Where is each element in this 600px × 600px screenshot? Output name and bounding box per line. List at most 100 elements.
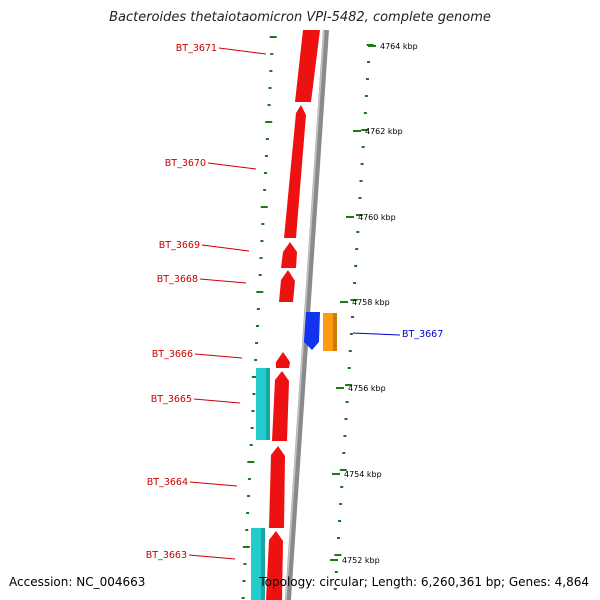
left-tick-track — [241, 36, 277, 599]
gene-label[interactable]: BT_3669 — [159, 240, 200, 251]
gene-leader-line — [189, 481, 238, 487]
tick-dot — [339, 469, 347, 471]
tick-dot — [269, 70, 273, 72]
gene-bt3668-arrow[interactable] — [279, 270, 295, 302]
scale-ticks: 4764 kbp 4762 kbp 4760 kbp 4758 kbp 4756 kbp… — [330, 42, 418, 565]
scale-tick-mark — [340, 301, 348, 303]
scale-tick-mark — [336, 387, 344, 389]
right-tick-track — [333, 44, 374, 590]
tick-dot — [334, 554, 342, 556]
tick-dot — [360, 163, 364, 165]
tick-dot — [247, 495, 251, 497]
tick-dot — [338, 520, 342, 522]
tick-dot — [265, 138, 269, 140]
tick-dot — [355, 214, 363, 216]
scale-tick-label: 4762 kbp — [365, 127, 403, 136]
gene-leader-line — [218, 47, 267, 55]
gene-leader-line — [199, 278, 247, 284]
tick-dot — [249, 444, 253, 446]
gene-bt3671-arrow[interactable] — [295, 30, 320, 102]
gene-label[interactable]: BT_3663 — [146, 550, 187, 561]
tick-dot — [254, 359, 258, 361]
tick-dot — [354, 265, 358, 267]
gene-bt3665-arrow[interactable] — [272, 371, 289, 441]
tick-dot — [334, 571, 338, 573]
tick-dot — [348, 350, 352, 352]
scale-tick-label: 4754 kbp — [344, 470, 382, 479]
scale-tick-label: 4758 kbp — [352, 298, 390, 307]
tick-dot — [361, 129, 369, 131]
tick-dot — [268, 87, 272, 89]
tick-dot — [259, 257, 263, 259]
tick-dot — [347, 367, 351, 369]
tick-dot — [364, 95, 368, 97]
tick-dot — [267, 104, 271, 106]
tick-dot — [358, 197, 362, 199]
tick-dot — [250, 427, 254, 429]
tick-dot — [355, 248, 359, 250]
tick-dot — [260, 206, 268, 208]
scale-tick-mark — [346, 216, 354, 218]
gene-label[interactable]: BT_3670 — [165, 158, 206, 169]
tick-dot — [344, 418, 348, 420]
scale-tick-mark — [353, 130, 361, 132]
tick-dot — [343, 435, 347, 437]
tick-dot — [269, 36, 277, 38]
gene-bt3667-arrow[interactable] — [304, 312, 320, 350]
tick-dot — [340, 486, 344, 488]
scale-tick-label: 4756 kbp — [348, 384, 386, 393]
gene-label[interactable]: BT_3671 — [176, 43, 217, 54]
tick-dot — [365, 78, 369, 80]
gene-label[interactable]: BT_3668 — [157, 274, 198, 285]
tick-dot — [353, 282, 357, 284]
tick-dot — [350, 316, 354, 318]
scale-tick-mark — [368, 45, 376, 47]
map-title: Bacteroides thetaiotaomicron VPI-5482, c… — [109, 10, 491, 25]
gene-leader-line — [207, 162, 257, 170]
tick-dot — [245, 529, 249, 531]
gene-bt3664-arrow[interactable] — [269, 446, 285, 528]
cyan-feature-b-edge — [261, 528, 265, 600]
tick-dot — [361, 146, 365, 148]
gene-bt3669-arrow[interactable] — [281, 242, 297, 268]
gene-leader-line — [188, 554, 236, 560]
orange-feature-edge — [333, 313, 337, 351]
gene-leader-line — [193, 398, 241, 404]
scale-tick-label: 4760 kbp — [358, 213, 396, 222]
scale-tick-mark — [332, 473, 340, 475]
genome-backbone — [285, 29, 329, 600]
tick-dot — [356, 231, 360, 233]
gene-label[interactable]: BT_3666 — [152, 349, 193, 360]
tick-dot — [345, 384, 353, 386]
accession-label: Accession: NC_004663 — [9, 575, 146, 589]
tick-dot — [339, 503, 343, 505]
gene-bt3663-arrow[interactable] — [266, 531, 283, 600]
genome-backbone-highlight — [285, 29, 325, 600]
gene-bt3666-arrow[interactable] — [276, 352, 290, 368]
tick-dot — [345, 401, 349, 403]
gene-leader-line — [194, 353, 243, 359]
tick-dot — [242, 580, 246, 582]
tick-dot — [256, 308, 260, 310]
tick-dot — [263, 189, 267, 191]
tick-dot — [265, 121, 273, 123]
gene-label[interactable]: BT_3665 — [151, 394, 192, 405]
tick-dot — [246, 512, 250, 514]
tick-dot — [261, 223, 265, 225]
tick-dot — [349, 333, 353, 335]
scale-tick-label: 4752 kbp — [342, 556, 380, 565]
tick-dot — [342, 452, 346, 454]
tick-dot — [264, 155, 268, 157]
scale-tick-label: 4764 kbp — [380, 42, 418, 51]
tick-dot — [336, 537, 340, 539]
gene-bt3670-arrow[interactable] — [284, 105, 306, 238]
tick-dot — [247, 461, 255, 463]
gene-label[interactable]: BT_3664 — [147, 477, 188, 488]
scale-tick-mark — [330, 559, 338, 561]
tick-dot — [243, 563, 247, 565]
gene-label[interactable]: BT_3667 — [402, 329, 443, 340]
tick-dot — [242, 546, 250, 548]
tick-dot — [270, 53, 274, 55]
tick-dot — [255, 325, 259, 327]
